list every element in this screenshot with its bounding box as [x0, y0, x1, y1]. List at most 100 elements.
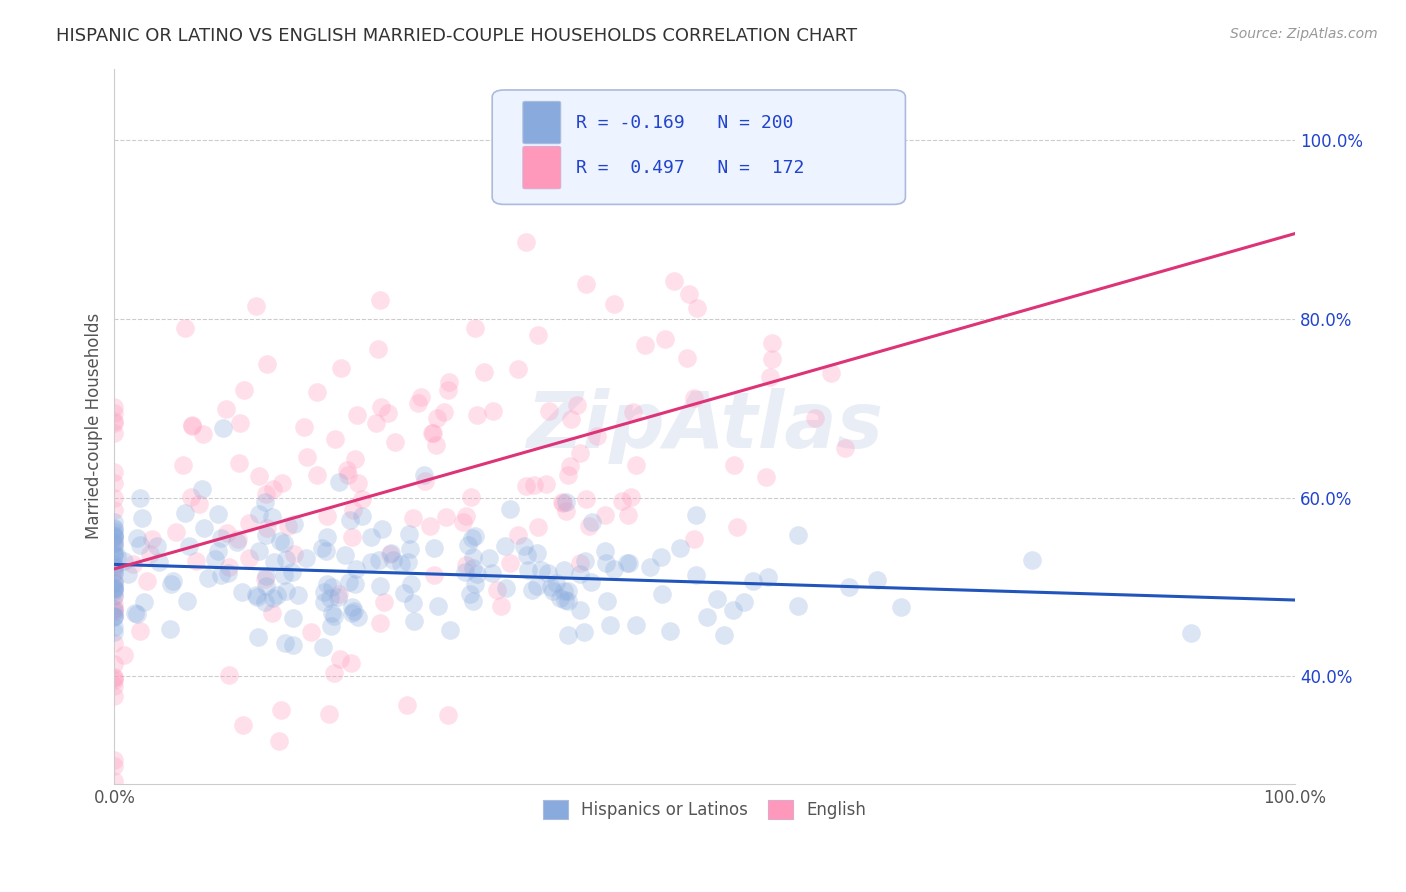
Point	[420, 426, 443, 441]
Point	[406, 396, 429, 410]
Point	[560, 459, 582, 474]
Point	[499, 556, 522, 570]
FancyBboxPatch shape	[492, 90, 905, 204]
Point	[139, 547, 162, 561]
Point	[238, 516, 260, 530]
Point	[515, 235, 537, 249]
Point	[281, 611, 304, 625]
Point	[253, 572, 276, 586]
Text: ZipAtlas: ZipAtlas	[526, 388, 883, 464]
Point	[254, 528, 277, 542]
Point	[322, 608, 344, 623]
Point	[554, 592, 576, 607]
Point	[179, 539, 201, 553]
Point	[569, 566, 592, 581]
Point	[454, 509, 477, 524]
Point	[725, 520, 748, 534]
Point	[557, 594, 579, 608]
Point	[537, 403, 560, 417]
Point	[247, 508, 270, 522]
Point	[127, 607, 149, 621]
Point	[274, 552, 297, 566]
Point	[434, 510, 457, 524]
Point	[273, 567, 295, 582]
Point	[103, 537, 125, 551]
Point	[526, 520, 548, 534]
Point	[176, 594, 198, 608]
Point	[804, 410, 827, 425]
Point	[560, 412, 582, 426]
Point	[534, 477, 557, 491]
Point	[364, 416, 387, 430]
Point	[685, 568, 707, 582]
Point	[103, 624, 125, 639]
Point	[103, 636, 125, 650]
Point	[575, 491, 598, 506]
Point	[555, 494, 578, 508]
Point	[555, 504, 578, 518]
Point	[651, 587, 673, 601]
Point	[413, 474, 436, 488]
Point	[426, 411, 449, 425]
Point	[658, 624, 681, 638]
Point	[553, 584, 575, 599]
Point	[382, 553, 405, 567]
Point	[516, 562, 538, 576]
Point	[228, 416, 250, 430]
Point	[112, 554, 135, 568]
Point	[247, 630, 270, 644]
Point	[197, 570, 219, 584]
Point	[343, 604, 366, 618]
Point	[761, 352, 783, 367]
Point	[103, 401, 125, 415]
Point	[316, 530, 339, 544]
Point	[526, 579, 548, 593]
Point	[463, 549, 485, 564]
Point	[723, 603, 745, 617]
Point	[281, 565, 304, 579]
Point	[523, 477, 546, 491]
Point	[283, 547, 305, 561]
Point	[392, 586, 415, 600]
Point	[322, 665, 344, 680]
Point	[132, 595, 155, 609]
Point	[602, 297, 624, 311]
Point	[172, 458, 194, 472]
Point	[342, 503, 364, 517]
Point	[581, 516, 603, 530]
Point	[233, 384, 256, 398]
Point	[399, 577, 422, 591]
Point	[103, 597, 125, 611]
Point	[103, 580, 125, 594]
Point	[247, 468, 270, 483]
Point	[557, 628, 579, 642]
Point	[499, 502, 522, 516]
Point	[411, 390, 433, 404]
Point	[321, 606, 343, 620]
Point	[472, 365, 495, 379]
Point	[709, 163, 731, 178]
Point	[513, 540, 536, 554]
Point	[668, 541, 690, 555]
Point	[103, 590, 125, 604]
Point	[451, 515, 474, 529]
Point	[402, 510, 425, 524]
Point	[184, 554, 207, 568]
Point	[464, 321, 486, 335]
Point	[437, 708, 460, 723]
Point	[215, 525, 238, 540]
Point	[103, 466, 125, 480]
Point	[568, 446, 591, 460]
Point	[344, 451, 367, 466]
Point	[344, 562, 367, 576]
Point	[262, 510, 284, 524]
Point	[128, 624, 150, 638]
Point	[624, 458, 647, 472]
Point	[103, 549, 125, 563]
Point	[103, 657, 125, 671]
Legend: Hispanics or Latinos, English: Hispanics or Latinos, English	[536, 793, 873, 825]
Point	[495, 582, 517, 596]
Point	[395, 698, 418, 712]
Point	[370, 401, 392, 415]
Point	[103, 759, 125, 773]
